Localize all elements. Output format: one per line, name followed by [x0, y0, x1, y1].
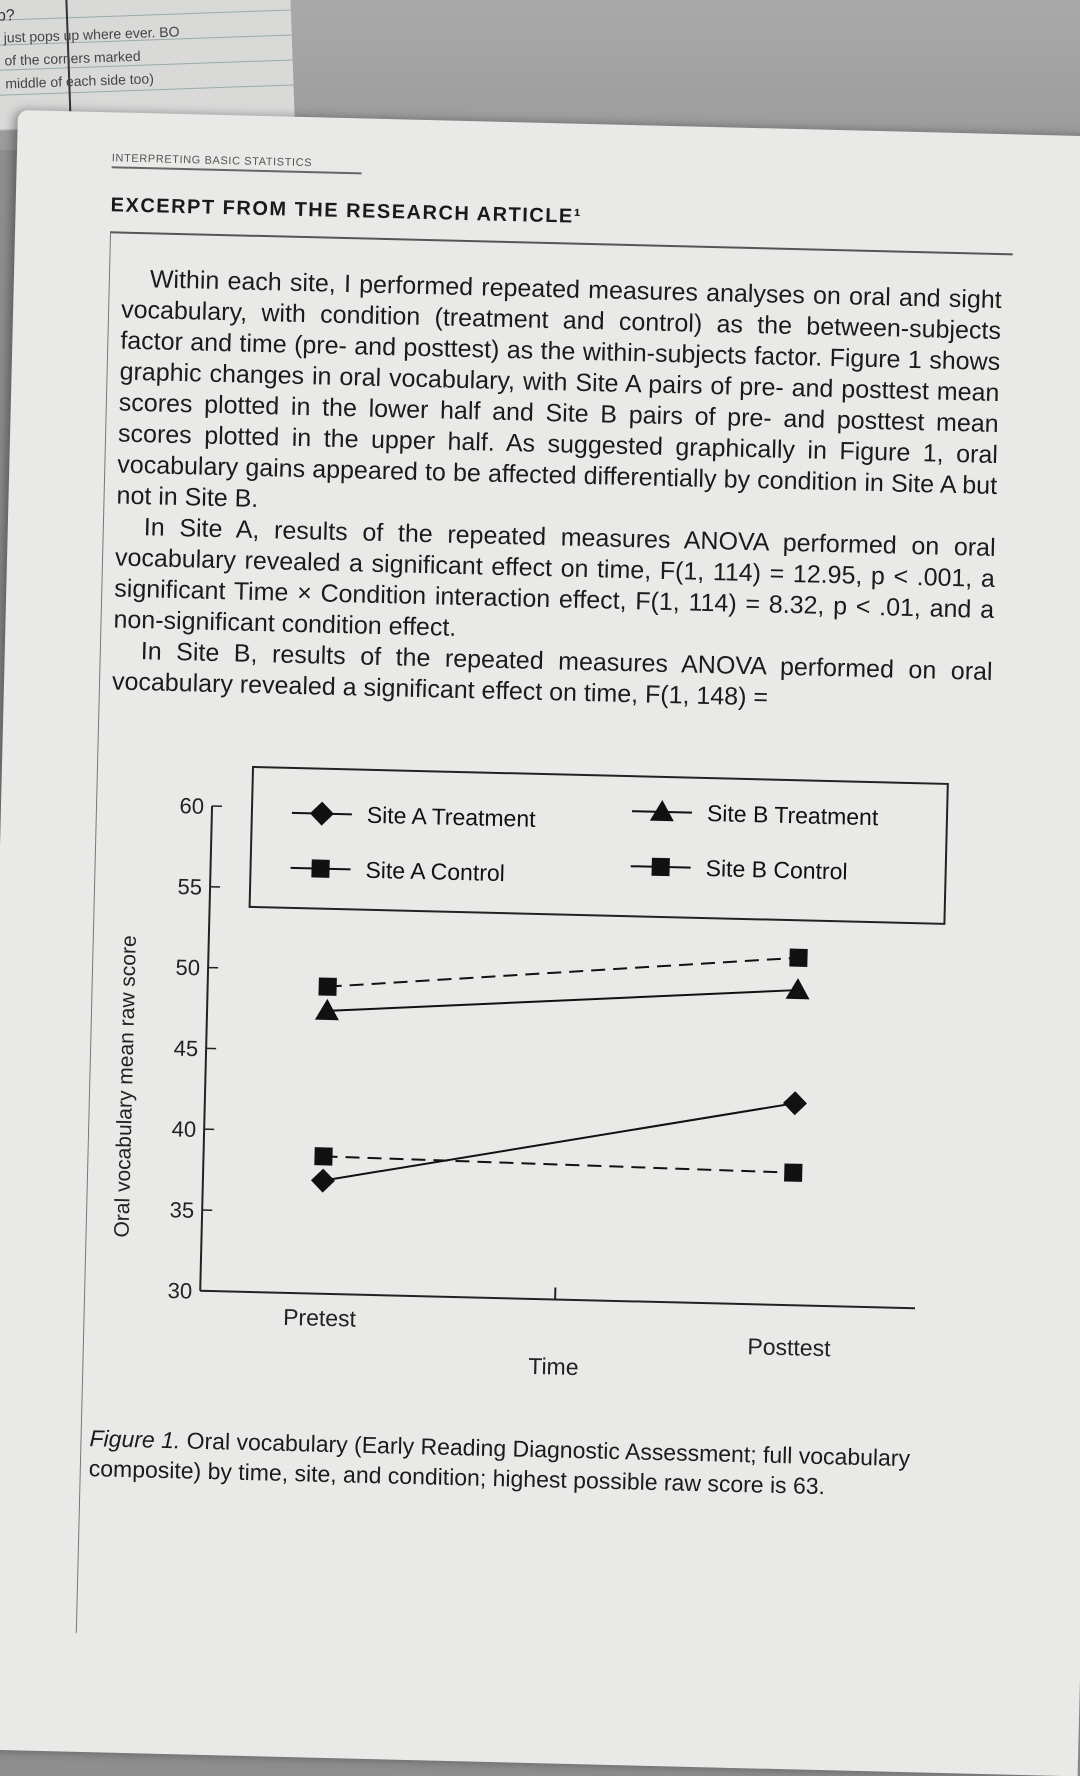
series-line	[323, 1156, 793, 1172]
figure-caption: Figure 1. Oral vocabulary (Early Reading…	[88, 1423, 969, 1504]
legend-marker-square	[311, 859, 329, 877]
y-tick-label: 30	[167, 1278, 192, 1304]
series-line	[323, 1092, 795, 1192]
legend-marker-triangle	[650, 800, 675, 822]
legend-marker-square	[651, 858, 669, 876]
article-excerpt: Within each site, I performed repeated m…	[76, 231, 1013, 1655]
y-tick-label: 60	[179, 793, 204, 819]
data-point-triangle	[786, 978, 811, 1000]
data-point-triangle	[315, 999, 340, 1021]
book-page: INTERPRETING BASIC STATISTICS EXCERPT FR…	[0, 110, 1080, 1776]
y-tick-label: 50	[175, 955, 200, 981]
legend-entry-label: Site B Treatment	[707, 800, 879, 830]
series-line	[328, 946, 799, 998]
running-head: INTERPRETING BASIC STATISTICS	[112, 152, 362, 174]
figure-1-line-chart: 30 35 40 45 50 55 60 Oral vocabulary mean raw s…	[103, 754, 958, 1414]
data-point-square	[314, 1147, 332, 1165]
y-tick-label: 55	[177, 874, 202, 900]
data-point-diamond	[783, 1091, 808, 1116]
y-axis-label: Oral vocabulary mean raw score	[110, 935, 140, 1238]
data-point-diamond	[311, 1168, 336, 1193]
x-tick-label: Pretest	[283, 1304, 357, 1332]
note-line: middle of each side too)	[5, 70, 154, 91]
note-line: p?	[0, 7, 15, 26]
legend-marker-diamond	[310, 801, 335, 826]
data-point-square	[789, 949, 807, 967]
chart-svg: 30 35 40 45 50 55 60 Oral vocabulary mean raw s…	[103, 754, 958, 1414]
x-tick-label: Posttest	[747, 1333, 831, 1361]
series-line	[327, 979, 798, 1023]
y-tick-label: 35	[169, 1197, 194, 1223]
y-tick-label: 40	[171, 1116, 196, 1142]
legend-entry-label: Site A Treatment	[367, 802, 537, 832]
legend-entry-label: Site A Control	[365, 857, 505, 886]
legend-entry-label: Site B Control	[705, 855, 847, 884]
section-title: EXCERPT FROM THE RESEARCH ARTICLE¹	[110, 194, 1010, 239]
y-tick-label: 45	[173, 1036, 198, 1062]
data-point-square	[784, 1163, 802, 1181]
x-axis-label: Time	[528, 1353, 579, 1380]
caption-text: Oral vocabulary (Early Reading Diagnosti…	[89, 1428, 911, 1500]
paragraph: In Site A, results of the repeated measu…	[113, 512, 996, 657]
note-line: just pops up where ever. BO	[3, 23, 179, 45]
data-point-square	[318, 977, 336, 995]
paragraph: Within each site, I performed repeated m…	[116, 264, 1002, 533]
caption-label: Figure 1.	[89, 1425, 180, 1453]
legend-box	[250, 767, 948, 924]
